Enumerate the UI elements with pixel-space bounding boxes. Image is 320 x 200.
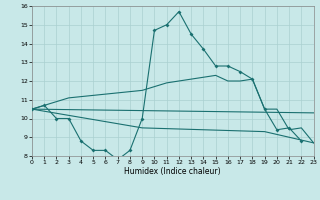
X-axis label: Humidex (Indice chaleur): Humidex (Indice chaleur) xyxy=(124,167,221,176)
